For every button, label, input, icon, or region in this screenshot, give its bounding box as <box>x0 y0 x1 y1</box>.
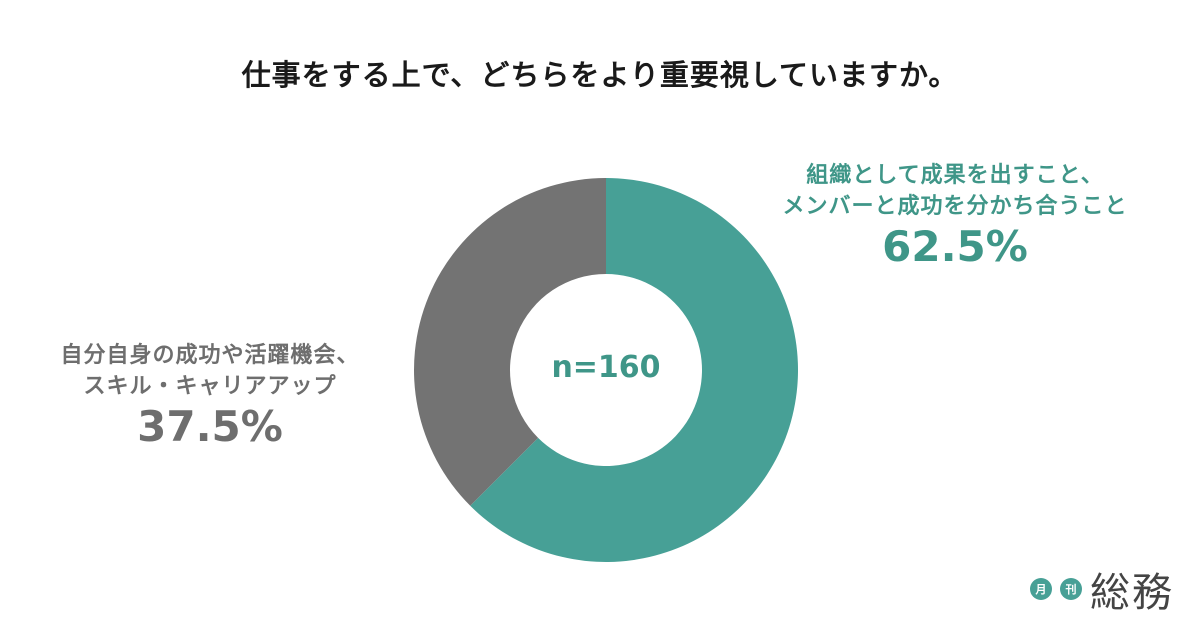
slice-value-label: 62.5% <box>882 222 1028 271</box>
slice-label-organization: 組織として成果を出すこと、 メンバーと成功を分かち合うこと 62.5% <box>745 160 1165 272</box>
slice-label-line: スキル・キャリアアップ <box>83 374 337 399</box>
slice-label-line: 自分自身の成功や活躍機会、 <box>60 343 360 368</box>
slice-value-label: 37.5% <box>137 402 283 451</box>
logo-text: 総務 <box>1090 570 1174 616</box>
sample-size-label: n=160 <box>551 350 661 385</box>
slice-label-line: 組織として成果を出すこと、 <box>806 163 1104 188</box>
donut-slice-0 <box>470 178 798 562</box>
slice-label-self: 自分自身の成功や活躍機会、 スキル・キャリアアップ 37.5% <box>20 340 400 452</box>
logo-badge: 月 <box>1030 578 1052 600</box>
chart-title: 仕事をする上で、どちらをより重要視していますか。 <box>241 58 959 92</box>
slice-label-line: メンバーと成功を分かち合うこと <box>782 194 1128 219</box>
logo: 月 刊 総務 <box>1030 560 1174 618</box>
logo-badge: 刊 <box>1060 578 1082 600</box>
donut-slice-1 <box>414 178 606 506</box>
